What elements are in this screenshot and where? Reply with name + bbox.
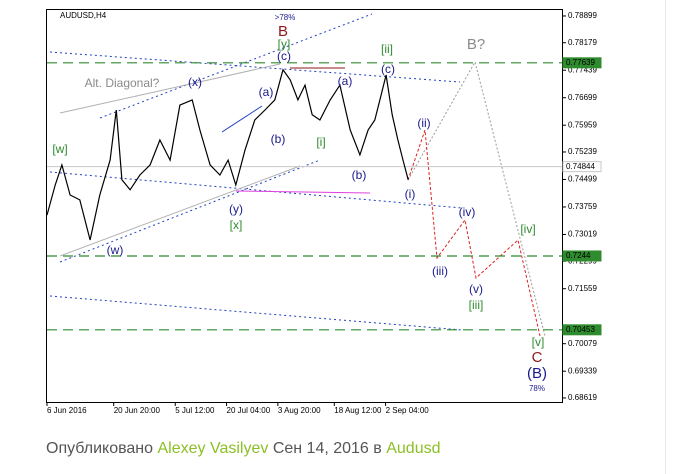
y-tick-label: 0.69339 bbox=[568, 366, 597, 375]
price-axis: 0.78899 0.78179 0.77439 0.76699 0.75959 0.752… bbox=[46, 11, 602, 415]
wave-label: (w) bbox=[107, 243, 124, 257]
level-box bbox=[562, 324, 602, 336]
x-tick-label: 5 Jul 12:00 bbox=[175, 406, 215, 415]
wave-label: [ii] bbox=[381, 42, 393, 56]
channel-line bbox=[49, 171, 463, 209]
wave-label: [w] bbox=[52, 142, 67, 156]
wave-label: >78% bbox=[275, 13, 296, 22]
wave-label: [x] bbox=[230, 218, 243, 232]
chart: 0.78899 0.78179 0.77439 0.76699 0.75959 0.752… bbox=[46, 9, 602, 415]
channel-line bbox=[59, 159, 321, 263]
wave-label: (iv) bbox=[459, 205, 476, 219]
wave-label: C bbox=[532, 349, 543, 366]
level-box bbox=[562, 161, 602, 173]
level-box bbox=[562, 250, 602, 262]
support-line bbox=[235, 190, 371, 194]
x-tick-label: 2 Sep 04:00 bbox=[386, 406, 430, 415]
level-label: 0.77639 bbox=[566, 58, 595, 67]
level-label: 0.74844 bbox=[566, 162, 595, 171]
x-tick-label: 20 Jun 20:00 bbox=[114, 406, 161, 415]
wave-label: (c) bbox=[381, 62, 395, 76]
wave-label: B bbox=[278, 23, 288, 40]
level-label: 0.7244 bbox=[566, 251, 591, 260]
y-tick-label: 0.78179 bbox=[568, 38, 597, 47]
wave-label: (iii) bbox=[432, 264, 448, 278]
x-tick-label: 6 Jun 2016 bbox=[47, 406, 87, 415]
projection-red bbox=[407, 129, 541, 337]
y-tick-label: 0.75239 bbox=[568, 147, 597, 156]
levels bbox=[47, 62, 562, 331]
level-box bbox=[562, 57, 602, 69]
wave-label: (v) bbox=[469, 282, 483, 296]
wave-label: (b) bbox=[271, 132, 286, 146]
wave-label: (c) bbox=[277, 49, 291, 63]
channel-line bbox=[49, 295, 463, 331]
wave-label: (ii) bbox=[417, 116, 430, 130]
y-tick-label: 0.76699 bbox=[568, 93, 597, 102]
projection-gray bbox=[407, 60, 546, 337]
wave-label: [iv] bbox=[520, 222, 535, 236]
footer-in: в bbox=[373, 440, 382, 457]
wave-label: [iii] bbox=[469, 298, 484, 312]
y-tick-label: 0.70079 bbox=[568, 339, 597, 348]
wave-label: (a) bbox=[259, 85, 274, 99]
y-tick-label: 0.73759 bbox=[568, 202, 597, 211]
wave-label: [y] bbox=[278, 37, 291, 51]
price-line bbox=[46, 68, 409, 241]
wave-label: 78% bbox=[529, 384, 545, 393]
author-link[interactable]: Alexey Vasilyev bbox=[157, 440, 269, 457]
x-tick-label: 3 Aug 20:00 bbox=[278, 406, 321, 415]
y-tick-label: 0.78899 bbox=[568, 11, 597, 20]
y-tick-label: 0.75959 bbox=[568, 120, 597, 129]
wave-line bbox=[221, 105, 263, 133]
symbol-link[interactable]: Audusd bbox=[386, 440, 441, 457]
y-tick-label: 0.74499 bbox=[568, 175, 597, 184]
x-tick-label: 20 Jul 04:00 bbox=[227, 406, 271, 415]
chart-title: AUDUSD,H4 bbox=[60, 11, 107, 20]
y-tick-label: 0.73019 bbox=[568, 230, 597, 239]
footer-prefix: Опубликовано bbox=[46, 440, 154, 457]
y-tick-label: 0.68619 bbox=[568, 393, 597, 402]
y-tick-label: 0.77439 bbox=[568, 65, 597, 74]
wave-label: (i) bbox=[405, 187, 416, 201]
footer-date: Сен 14, 2016 bbox=[272, 440, 369, 457]
wave-labels: >78% B [y] (c) [ii] B? (c) Alt. Diagonal… bbox=[52, 13, 547, 393]
channel-line bbox=[49, 51, 461, 83]
y-tick-label: 0.71559 bbox=[568, 284, 597, 293]
diagonal-line bbox=[59, 63, 281, 114]
wave-label: (x) bbox=[188, 75, 202, 89]
wave-label: B? bbox=[467, 36, 485, 53]
level-label: 0.70453 bbox=[566, 325, 595, 334]
wave-label: Alt. Diagonal? bbox=[85, 76, 160, 90]
wave-label: [i] bbox=[316, 135, 325, 149]
x-tick-label: 18 Aug 12:00 bbox=[334, 406, 382, 415]
page-edge bbox=[665, 0, 666, 474]
wave-label: [v] bbox=[532, 335, 545, 349]
trend-lines bbox=[49, 13, 546, 337]
wave-label: (a) bbox=[338, 74, 353, 88]
footer: Опубликовано Alexey Vasilyev Сен 14, 201… bbox=[46, 440, 441, 458]
plot-frame bbox=[46, 9, 563, 403]
price-series bbox=[46, 68, 409, 241]
wave-label: (b) bbox=[352, 168, 367, 182]
diagonal-line bbox=[59, 165, 301, 257]
wave-label: (y) bbox=[229, 202, 243, 216]
wave-label: (B) bbox=[527, 365, 547, 382]
